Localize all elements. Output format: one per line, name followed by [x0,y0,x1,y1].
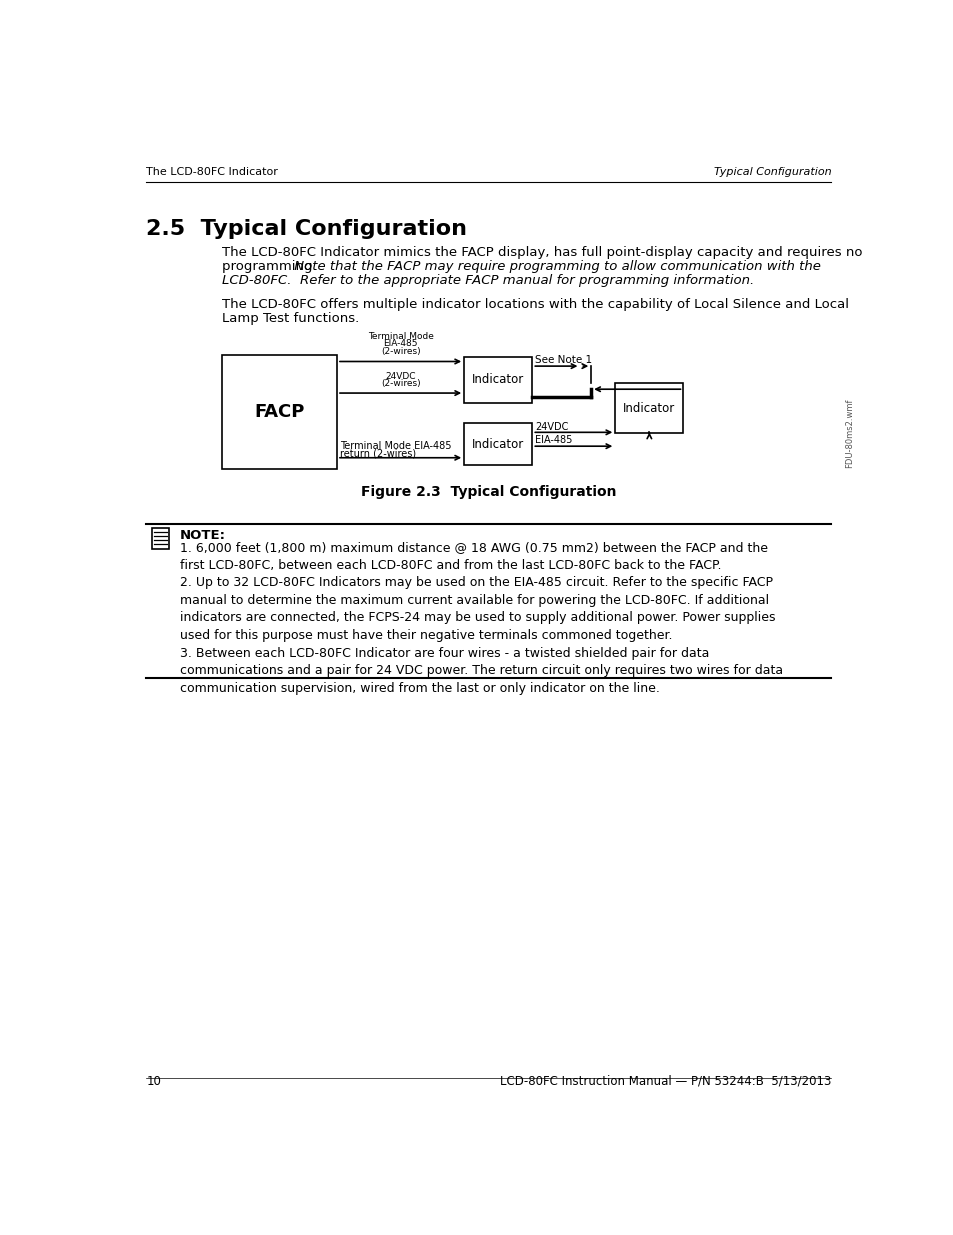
Text: Figure 2.3  Typical Configuration: Figure 2.3 Typical Configuration [361,484,616,499]
Text: LCD-80FC.  Refer to the appropriate FACP manual for programming information.: LCD-80FC. Refer to the appropriate FACP … [222,274,754,287]
Text: LCD-80FC Instruction Manual — P/N 53244:B  5/13/2013: LCD-80FC Instruction Manual — P/N 53244:… [499,1074,831,1088]
Text: FACP: FACP [254,403,305,421]
Text: The LCD-80FC Indicator mimics the FACP display, has full point-display capacity : The LCD-80FC Indicator mimics the FACP d… [222,246,862,259]
Text: 24VDC: 24VDC [385,372,416,380]
Text: (2-wires): (2-wires) [380,347,420,356]
Text: Lamp Test functions.: Lamp Test functions. [222,312,359,325]
Text: Terminal Mode: Terminal Mode [367,332,433,341]
Text: Note that the FACP may require programming to allow communication with the: Note that the FACP may require programmi… [222,259,821,273]
Text: return (2-wires): return (2-wires) [340,448,416,458]
Text: Indicator: Indicator [472,373,524,387]
Text: Indicator: Indicator [622,401,675,415]
Text: EIA-485: EIA-485 [535,436,572,446]
Text: See Note 1: See Note 1 [535,356,592,366]
Text: Typical Configuration: Typical Configuration [713,167,831,177]
Bar [152,527,169,550]
Text: 24VDC: 24VDC [535,421,568,431]
Bar [464,424,532,466]
Text: The LCD-80FC Indicator: The LCD-80FC Indicator [146,167,278,177]
Text: (2-wires): (2-wires) [380,379,420,388]
Text: 10: 10 [146,1074,161,1088]
Text: Terminal Mode EIA-485: Terminal Mode EIA-485 [340,441,451,451]
Text: FDU-80ms2.wmf: FDU-80ms2.wmf [844,399,853,468]
Text: EIA-485: EIA-485 [383,340,417,348]
Text: programming.: programming. [222,259,321,273]
Bar [464,357,532,403]
Text: 2.5  Typical Configuration: 2.5 Typical Configuration [146,219,467,240]
Text: Indicator: Indicator [472,437,524,451]
Text: The LCD-80FC offers multiple indicator locations with the capability of Local Si: The LCD-80FC offers multiple indicator l… [222,299,848,311]
Text: NOTE:: NOTE: [179,530,226,542]
Bar [615,383,682,433]
Text: 1. 6,000 feet (1,800 m) maximum distance @ 18 AWG (0.75 mm2) between the FACP an: 1. 6,000 feet (1,800 m) maximum distance… [179,541,782,695]
Bar [222,354,336,468]
